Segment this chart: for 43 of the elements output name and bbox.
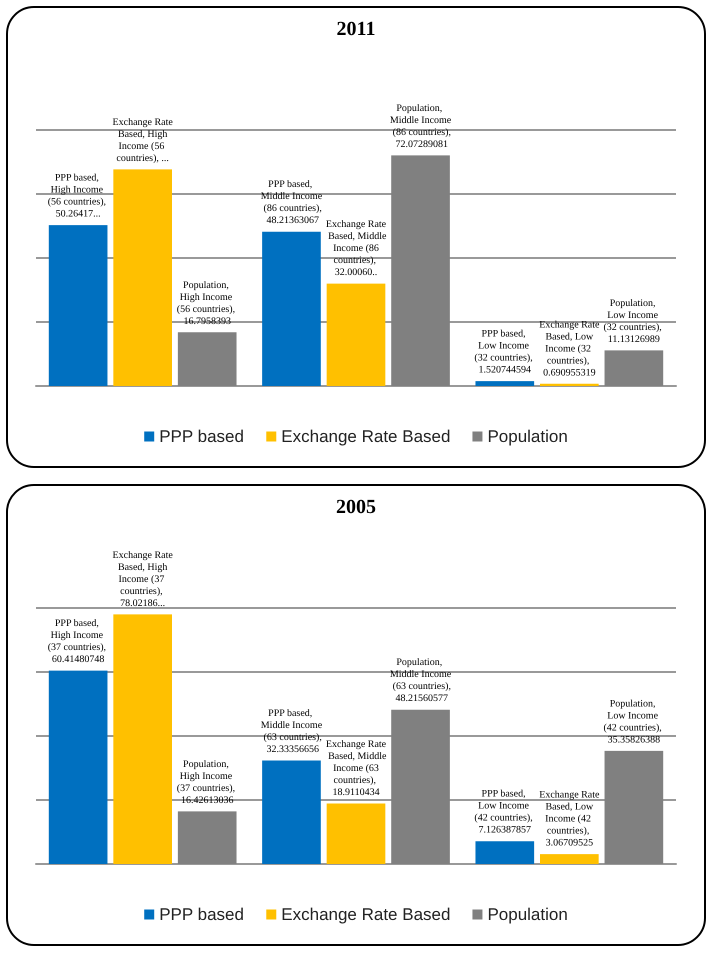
bar <box>262 232 321 386</box>
bar <box>48 670 108 864</box>
data-label: Population, High Income (37 countries), 16.42613036 <box>176 758 238 806</box>
data-label: Population, Low Income (32 countries), 11.13126989 <box>603 298 664 345</box>
data-label: PPP based, High Income (37 countries), 60.41480748 <box>48 618 109 666</box>
legend-label: PPP based <box>159 905 244 924</box>
data-label: Population, Low Income (42 countries), 35.35826388 <box>603 698 664 746</box>
chart-title: 2005 <box>336 496 376 518</box>
data-label: Population, Middle Income (86 countries), 72.07289081 <box>390 102 452 150</box>
data-label: Exchange Rate Based, Low Income (42 countries), 3.06709525 <box>539 790 600 849</box>
bar <box>178 332 237 386</box>
data-label: Exchange Rate Based, High Income (37 countries), 78.02186... <box>112 550 174 609</box>
bar <box>475 381 534 386</box>
legend-label: Exchange Rate Based <box>281 427 450 446</box>
data-label: Exchange Rate Based, Middle Income (86 countries), 32.00060.. <box>326 219 387 278</box>
data-label: Population, Middle Income (63 countries), 48.21560577 <box>390 657 452 704</box>
data-label: Exchange Rate Based, High Income (56 countries), ... <box>112 116 174 164</box>
data-label: Population, High Income (56 countries), 16.7958393 <box>176 280 238 327</box>
bar <box>113 169 172 386</box>
data-label: PPP based, Middle Income (63 countries), 32.33356656 <box>260 708 323 756</box>
bar <box>113 614 172 864</box>
legend-label: Population <box>487 427 568 446</box>
chart-title: 2011 <box>336 18 376 40</box>
bar <box>262 760 321 864</box>
data-label: PPP based, High Income (56 countries), 50.26417... <box>48 172 109 220</box>
bar <box>475 841 534 864</box>
legend-label: Population <box>487 905 568 924</box>
data-label: PPP based, Middle Income (86 countries), 48.21363067 <box>260 179 323 226</box>
bar <box>604 750 664 864</box>
bar <box>48 225 108 386</box>
data-label: PPP based, Low Income (32 countries), 1.520744594 <box>474 328 536 376</box>
data-label: Exchange Rate Based, Middle Income (63 countries), 18.9110434 <box>326 738 387 798</box>
legend-label: PPP based <box>159 427 244 446</box>
bar <box>391 155 450 386</box>
bar <box>604 350 664 386</box>
legend-label: Exchange Rate Based <box>281 905 450 924</box>
bar <box>391 710 450 864</box>
bar <box>326 284 386 386</box>
bar <box>540 854 599 864</box>
data-label: Exchange Rate Based, Low Income (32 countries), 0.690955319 <box>539 319 600 378</box>
bar <box>178 811 237 864</box>
bar <box>326 803 386 864</box>
data-label: PPP based, Low Income (42 countries), 7.126387857 <box>474 788 536 836</box>
